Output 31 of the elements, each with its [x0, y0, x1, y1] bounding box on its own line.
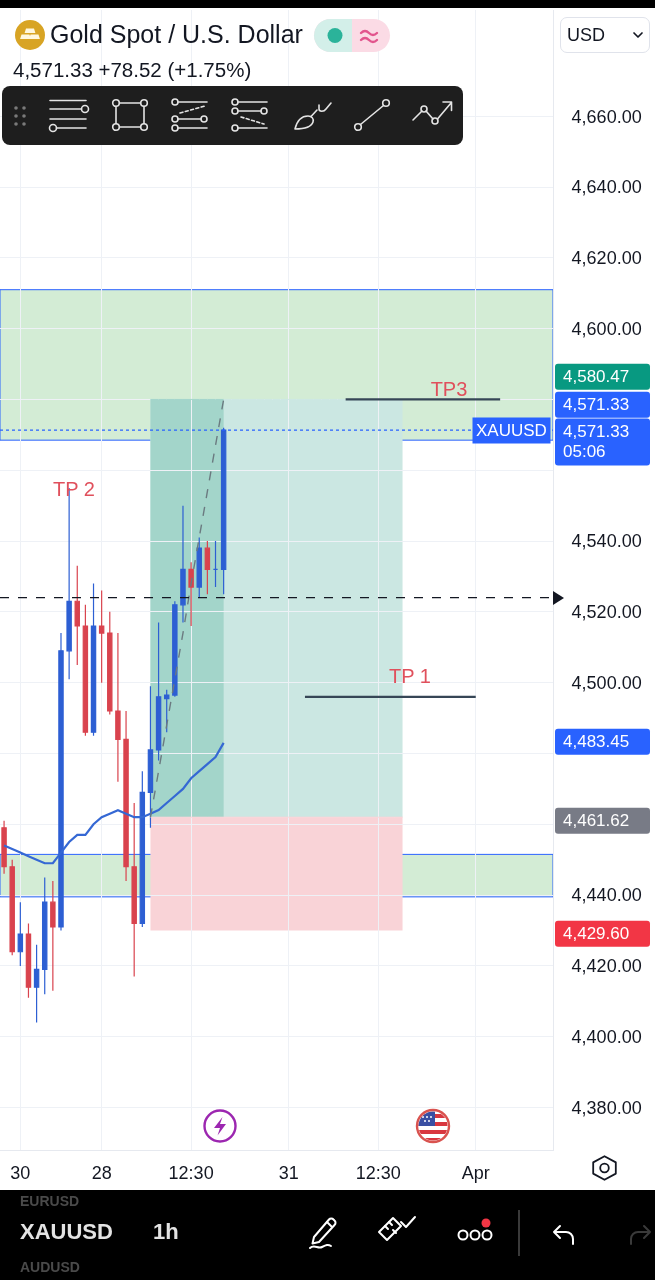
- bottom-toolbar: XAUUSD 1h EURUSD AUDUSD: [0, 1190, 655, 1280]
- y-tick-label: 4,440.00: [571, 885, 642, 906]
- x-tick-label: 31: [278, 1162, 299, 1183]
- y-tick-label: 4,500.00: [571, 672, 642, 693]
- chart-title: Gold Spot / U.S. Dollar: [50, 20, 303, 49]
- x-tick-label: 12:30: [355, 1162, 401, 1183]
- x-tick-label: Apr: [461, 1162, 490, 1183]
- y-tick-label: 4,420.00: [571, 956, 642, 977]
- y-tick-label: 4,520.00: [571, 602, 642, 623]
- y-tick-label: 4,640.00: [571, 177, 642, 198]
- text: 4,429.60: [555, 920, 650, 948]
- x-tick-label: 30: [10, 1162, 31, 1183]
- y-tick-label: 4,380.00: [571, 1097, 642, 1118]
- text: 4,483.45: [555, 728, 650, 756]
- annotation: TP 1: [389, 664, 431, 688]
- text: 4,571.33: [555, 391, 650, 419]
- text: 4,571.33 +78.52 (+1.75%): [13, 58, 252, 82]
- y-tick-label: 4,400.00: [571, 1027, 642, 1048]
- y-tick-label: 4,620.00: [571, 248, 642, 269]
- x-tick-label: 12:30: [168, 1162, 214, 1183]
- text: 4,571.33 05:06: [555, 418, 650, 466]
- x-tick-label: 28: [91, 1162, 112, 1183]
- y-tick-label: 4,540.00: [571, 531, 642, 552]
- y-tick-label: 4,600.00: [571, 318, 642, 339]
- annotation: TP3: [430, 377, 468, 401]
- dropdown: USD: [560, 17, 650, 53]
- text: 4,580.47: [555, 363, 650, 391]
- y-tick-label: 4,660.00: [571, 106, 642, 127]
- ref-line-label: XAUUSD: [476, 421, 547, 440]
- text: 4,461.62: [555, 807, 650, 835]
- annotation: TP 2: [53, 477, 95, 501]
